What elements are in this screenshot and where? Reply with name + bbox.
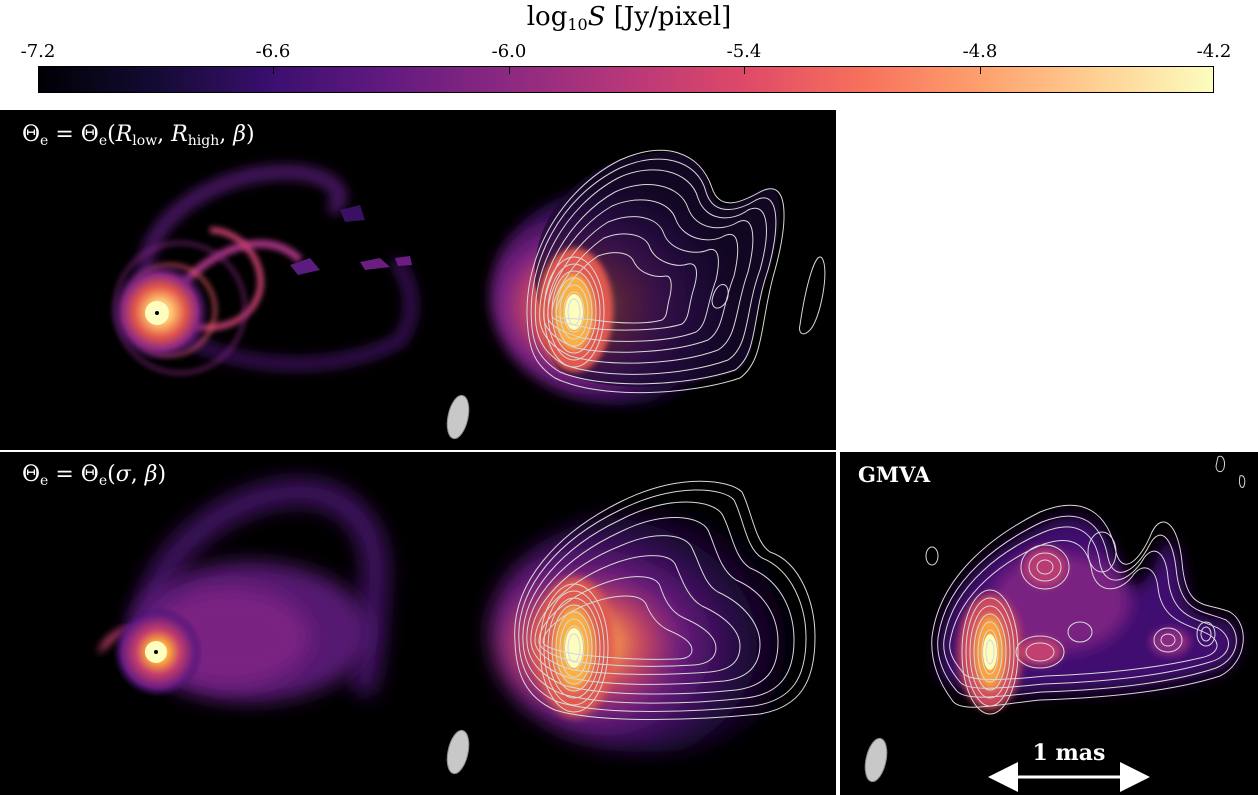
label-equals-theta: = Θ xyxy=(48,122,99,147)
label-paren: ( xyxy=(107,462,116,487)
colorbar-title: log10S [Jy/pixel] xyxy=(0,0,1258,34)
colorbar-tick-mark xyxy=(509,66,510,74)
label-equals-theta: = Θ xyxy=(48,462,99,487)
colorbar-gradient xyxy=(38,66,1214,93)
panel-top: Θe = Θe(Rlow, Rhigh, β) xyxy=(0,110,836,450)
colorbar-title-unit: [Jy/pixel] xyxy=(605,2,732,32)
label-sub: e xyxy=(40,133,49,149)
label-comma: , xyxy=(130,462,145,487)
panel-label-top: Θe = Θe(Rlow, Rhigh, β) xyxy=(22,122,255,149)
colorbar-tick-mark xyxy=(744,66,745,74)
colorbar-tick-label: -4.2 xyxy=(1196,41,1232,62)
label-sigma: σ xyxy=(115,462,131,487)
colorbar-tick-label: -6.0 xyxy=(491,41,527,62)
colorbar-tick-label: -6.6 xyxy=(255,41,291,62)
panel-bottom-image xyxy=(98,478,816,775)
panel-top-image xyxy=(110,149,826,440)
simulation-image-top xyxy=(110,164,418,375)
label-theta: Θ xyxy=(22,462,41,487)
label-r-low: R xyxy=(115,122,133,147)
scale-bar-label: 1 mas xyxy=(1032,740,1106,766)
simulation-image-bottom xyxy=(98,478,389,702)
colorbar-tick-label: -7.2 xyxy=(20,41,56,62)
label-beta: β xyxy=(233,122,246,147)
contours-top xyxy=(526,149,826,394)
colorbar-tick-mark xyxy=(273,66,274,74)
label-r-high: R xyxy=(171,122,188,147)
beam-ellipse-gmva xyxy=(864,737,888,783)
label-sub: high xyxy=(187,133,220,149)
label-beta: β xyxy=(144,462,158,487)
colorbar-tick-label: -5.4 xyxy=(726,41,762,62)
convolved-image-bottom xyxy=(490,512,810,752)
colorbar-title-base: 10 xyxy=(567,15,588,34)
panel-gmva-image xyxy=(864,455,1246,792)
beam-ellipse-bottom xyxy=(446,729,470,775)
convolved-image-top xyxy=(490,151,780,405)
contours-gmva xyxy=(925,455,1246,715)
colorbar: log10S [Jy/pixel] -7.2 -6.6 -6.0 -5.4 -4… xyxy=(0,0,1258,110)
beam-ellipse-top xyxy=(446,394,470,440)
label-comma: , xyxy=(157,122,172,147)
label-sub: e xyxy=(98,473,108,489)
colorbar-tick-label: -4.8 xyxy=(962,41,998,62)
label-comma: , xyxy=(219,122,234,147)
panel-gmva: GMVA 1 mas xyxy=(840,452,1258,795)
contours-bottom xyxy=(514,480,816,720)
panel-label-bottom: Θe = Θe(σ, β) xyxy=(22,462,166,489)
colorbar-title-log: log xyxy=(526,2,568,32)
colorbar-tick-mark xyxy=(980,66,981,74)
label-theta: Θ xyxy=(22,122,41,147)
colorbar-title-variable: S xyxy=(587,2,606,32)
label-paren: ) xyxy=(245,122,255,147)
label-sub: e xyxy=(98,133,108,149)
label-sub: low xyxy=(132,133,158,149)
label-paren: ) xyxy=(157,462,167,487)
panel-label-gmva: GMVA xyxy=(858,462,931,487)
label-paren: ( xyxy=(107,122,116,147)
panel-bottom: Θe = Θe(σ, β) xyxy=(0,452,836,795)
label-sub: e xyxy=(40,473,49,489)
